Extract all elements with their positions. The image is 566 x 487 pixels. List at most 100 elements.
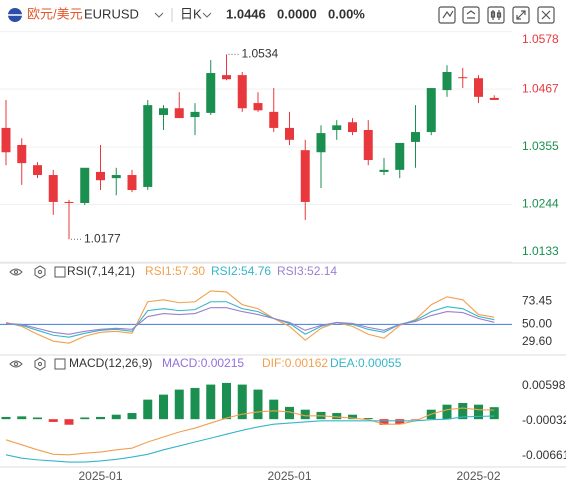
candle-body (489, 97, 499, 100)
eye-icon[interactable] (9, 360, 23, 368)
box-icon[interactable] (54, 266, 66, 278)
y-tick-label: 1.0244 (522, 197, 559, 211)
macd-bar (222, 382, 231, 420)
candle-body (143, 105, 153, 187)
candle-body (316, 133, 326, 153)
legend-name: RSI1 (145, 264, 172, 278)
box-icon[interactable] (54, 358, 66, 370)
macd-bar (458, 402, 468, 420)
settings-icon[interactable] (34, 265, 46, 279)
x-tick-label: 2025-01 (267, 469, 311, 483)
candle-body (127, 175, 137, 191)
candle-body (395, 142, 405, 170)
candle-body (33, 165, 42, 176)
macd-bar (48, 419, 58, 422)
macd-title: MACD(12,26,9) (69, 356, 152, 370)
period[interactable]: 日K (180, 6, 202, 21)
fullscreen-button[interactable] (512, 6, 530, 24)
macd-bar (80, 417, 90, 420)
legend-name: MACD (162, 356, 198, 370)
candle-body (253, 103, 263, 111)
draw-tool-button[interactable] (438, 6, 456, 24)
macd-bar (363, 418, 373, 420)
legend-separator: : (238, 264, 241, 278)
legend-value: 0.00162 (285, 356, 329, 370)
y-tick-label: 0.00598 (522, 378, 566, 392)
series-line (5, 290, 495, 344)
draw-tool-glyph (442, 10, 454, 19)
legend-entry: DIF:0.00162 (262, 356, 328, 370)
macd-bar (269, 399, 279, 420)
candle-body (64, 201, 74, 203)
macd-bar (96, 416, 105, 420)
legend-separator: : (172, 264, 175, 278)
y-tick-label: 1.0578 (522, 32, 559, 46)
macd-bar (127, 413, 137, 420)
candle-body (206, 73, 216, 113)
series-line (5, 415, 495, 463)
legend-separator: : (355, 356, 358, 370)
series-line (5, 407, 495, 456)
candle-body (111, 175, 121, 179)
macd-bar (64, 419, 74, 425)
x-tick-label: 2025-02 (456, 469, 500, 483)
close-button[interactable] (537, 6, 555, 24)
series-line (5, 307, 495, 335)
legend-value: 54.76 (241, 264, 271, 278)
symbol-caret[interactable] (154, 12, 164, 18)
candle-style-button[interactable] (487, 6, 505, 24)
legend-entry: RSI1:57.30 (145, 264, 205, 278)
symbol: EURUSD (84, 6, 139, 21)
macd-bar (237, 384, 247, 420)
low-annotation: 1.0177 (84, 231, 121, 245)
indicator-button[interactable] (462, 6, 480, 24)
legend-name: DEA (330, 356, 355, 370)
legend-entry: DEA:0.00055 (330, 356, 402, 370)
candle-body (426, 88, 436, 133)
candle-body (300, 150, 310, 202)
macd-bar (489, 407, 499, 420)
candle-body (80, 167, 90, 203)
y-tick-label: -0.00661 (522, 448, 566, 462)
settings-hub (37, 361, 43, 367)
legend-separator: : (197, 356, 200, 370)
legend-value: 0.00215 (201, 356, 245, 370)
candle-body (96, 171, 105, 181)
macd-bar (143, 399, 153, 420)
y-tick-label: 50.00 (522, 317, 552, 331)
legend-name: RSI2 (211, 264, 238, 278)
eye-icon[interactable] (9, 268, 23, 276)
legend-entry: RSI2:54.76 (211, 264, 271, 278)
macd-bar (190, 387, 200, 420)
candle-body (442, 72, 452, 91)
candle-body (379, 169, 389, 172)
settings-hub (37, 269, 43, 275)
price: 1.0446 (226, 6, 266, 21)
candle-body (458, 77, 468, 79)
candle-style-glyph (490, 10, 502, 20)
legend-entry: RSI3:52.14 (277, 264, 337, 278)
macd-bar (300, 409, 310, 420)
macd-bar (253, 389, 263, 420)
settings-icon[interactable] (34, 357, 46, 371)
macd-bar (33, 417, 42, 420)
change: 0.0000 (277, 6, 317, 21)
candle-body (363, 129, 373, 161)
macd-bar (411, 419, 420, 420)
period-caret[interactable] (202, 12, 212, 18)
y-tick-label: 1.0133 (522, 244, 559, 258)
high-annotation: 1.0534 (242, 47, 279, 61)
y-tick-label: 29.60 (522, 334, 552, 348)
legend-name: RSI3 (277, 264, 304, 278)
y-tick-label: 1.0355 (522, 139, 559, 153)
macd-bar (442, 404, 452, 420)
candle-body (348, 122, 357, 133)
legend-value: 0.00055 (358, 356, 402, 370)
legend-name: DIF (262, 356, 281, 370)
legend-separator: : (304, 264, 307, 278)
legend-value: 57.30 (175, 264, 205, 278)
y-tick-label: -0.00032 (522, 413, 566, 427)
macd-bar (348, 414, 357, 420)
